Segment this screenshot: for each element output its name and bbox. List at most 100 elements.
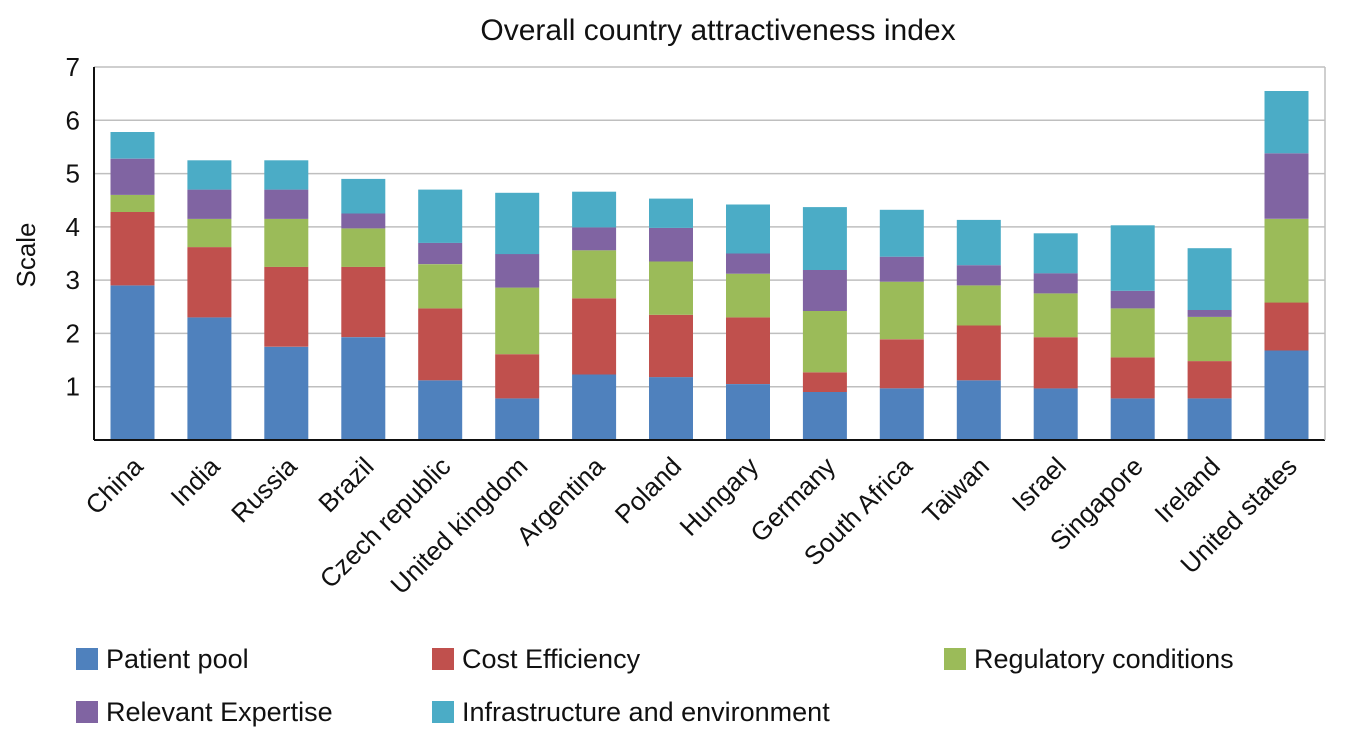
legend-swatch (76, 648, 98, 670)
bar-segment (1110, 308, 1155, 358)
legend-label: Patient pool (106, 644, 249, 674)
bar-segment (956, 265, 1001, 286)
bar-segment (879, 281, 924, 340)
bar-segment (418, 189, 463, 243)
legend-item: Cost Efficiency (432, 644, 641, 674)
bar-segment (1264, 218, 1309, 303)
bar-segment (418, 264, 463, 309)
y-tick-label: 2 (66, 318, 80, 348)
y-tick-label: 5 (66, 159, 80, 189)
bar-segment (341, 266, 386, 338)
bar-segment (572, 191, 617, 228)
bar-segment (726, 384, 770, 440)
bar-segment (341, 213, 386, 229)
legend-item: Infrastructure and environment (432, 697, 830, 727)
x-tick-label: Brazil (312, 451, 379, 518)
legend: Patient pool Cost Efficiency Regulatory co… (76, 644, 1234, 727)
bar-segment (495, 254, 540, 288)
bar-segment (1187, 310, 1232, 317)
bar-segment (879, 209, 924, 257)
bar-segment (418, 380, 463, 440)
legend-item: Patient pool (76, 644, 249, 674)
x-tick-label: Israel (1006, 451, 1072, 517)
bar-segment (956, 285, 1001, 326)
y-tick-label: 6 (66, 105, 80, 135)
bar-segment (264, 346, 309, 441)
bar-segment (802, 270, 847, 311)
bar-segment (187, 160, 232, 190)
bars (110, 91, 1309, 441)
bar-segment (572, 298, 617, 375)
bar-segment (879, 388, 924, 440)
bar-segment (802, 311, 847, 373)
legend-item: Regulatory conditions (944, 644, 1234, 674)
bar-segment (1110, 357, 1155, 399)
bar-segment (264, 266, 309, 347)
bar-segment (1187, 361, 1232, 399)
bar-segment (726, 273, 770, 318)
bar-segment (495, 287, 540, 355)
bar-segment (1264, 350, 1309, 440)
bar-segment (418, 242, 463, 265)
legend-swatch (944, 648, 966, 670)
bar-segment (1033, 388, 1078, 440)
bar-segment (1033, 233, 1078, 274)
bar-segment (956, 219, 1001, 266)
legend-label: Regulatory conditions (974, 644, 1234, 674)
y-tick-label: 3 (66, 265, 80, 295)
bar-segment (110, 158, 155, 195)
bar-segment (341, 178, 386, 214)
bar-segment (726, 317, 770, 384)
bar-segment (956, 325, 1001, 381)
bar-segment (1264, 91, 1309, 154)
x-tick-label: China (79, 451, 149, 521)
bar-segment (264, 189, 309, 219)
bar-segment (187, 218, 232, 248)
bar-segment (1033, 337, 1078, 389)
bar-segment (341, 228, 386, 267)
bar-segment (802, 372, 847, 392)
bar-segment (649, 314, 693, 378)
y-tick-label: 1 (66, 372, 80, 402)
bar-segment (110, 194, 155, 212)
bar-segment (495, 398, 540, 440)
y-tick-label: 7 (66, 52, 80, 82)
bar-segment (418, 308, 463, 381)
bar-segment (726, 253, 770, 274)
x-tick-label: Czech republic (314, 451, 457, 594)
bar-segment (879, 256, 924, 282)
x-tick-label: United kingdom (384, 451, 533, 600)
bar-segment (572, 374, 617, 440)
x-tick-label: India (165, 451, 226, 512)
chart-title: Overall country attractiveness index (480, 14, 955, 47)
bar-segment (264, 218, 309, 267)
bar-segment (1110, 290, 1155, 309)
bar-segment (187, 317, 232, 440)
bar-segment (956, 380, 1001, 440)
bar-segment (495, 354, 540, 399)
bar-segment (649, 261, 693, 315)
y-tick-labels: 1 2 3 4 5 6 7 (66, 52, 80, 402)
y-axis-label: Scale (11, 222, 41, 287)
bar-segment (726, 204, 770, 254)
bar-segment (572, 250, 617, 299)
bar-segment (802, 392, 847, 440)
bar-segment (495, 192, 540, 255)
bar-segment (110, 211, 155, 286)
bar-segment (110, 285, 155, 440)
bar-segment (572, 227, 617, 251)
bar-segment (264, 160, 309, 190)
x-tick-label: Taiwan (917, 451, 995, 529)
bar-segment (649, 198, 693, 228)
bar-segment (1033, 273, 1078, 294)
bar-segment (341, 337, 386, 440)
bar-segment (649, 227, 693, 262)
x-tick-label: Ireland (1148, 451, 1225, 528)
bar-segment (1187, 248, 1232, 310)
y-tick-label: 4 (66, 212, 80, 242)
bar-segment (1110, 225, 1155, 291)
x-tick-label: Russia (225, 451, 303, 529)
bar-segment (1264, 302, 1309, 351)
